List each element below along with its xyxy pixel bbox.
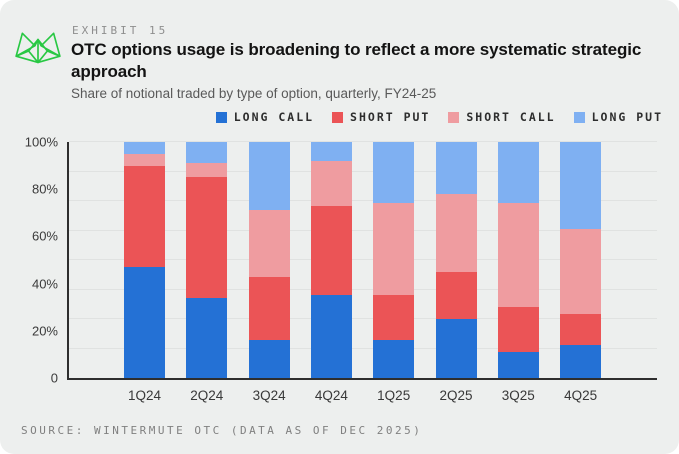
bar-segment-short-call [186, 163, 228, 178]
chart-title: OTC options usage is broadening to refle… [71, 40, 642, 81]
bar-segment-short-put [248, 276, 290, 341]
legend-item: SHORT CALL [448, 110, 555, 124]
bar-1q25: 1Q25 [373, 142, 415, 403]
gridline [69, 200, 657, 201]
x-axis-label: 3Q24 [252, 388, 286, 403]
source-note: SOURCE: WINTERMUTE OTC (DATA AS OF DEC 2… [21, 424, 423, 437]
bar-4q25: 4Q25 [560, 142, 602, 403]
bar-segment-long-call [560, 344, 602, 378]
bar-4q24: 4Q24 [310, 142, 352, 403]
x-axis-label: 1Q25 [377, 388, 411, 403]
gridline [69, 288, 657, 290]
x-axis-label: 4Q25 [564, 388, 598, 403]
bar-segment-long-call [248, 340, 290, 378]
gridline [69, 347, 657, 349]
legend-item: LONG CALL [215, 110, 315, 124]
bar-segment-long-put [124, 142, 165, 154]
bar-segment-short-call [497, 203, 539, 308]
bar-segment-short-call [310, 160, 352, 206]
y-tick-label: 80% [31, 181, 58, 197]
bar-segment-long-call [497, 352, 539, 378]
bar-segment-short-call [248, 210, 290, 277]
gridline [69, 229, 657, 231]
bar-1q24: 1Q24 [124, 142, 165, 403]
legend-label: LONG CALL [233, 110, 315, 124]
bar-segment-long-put [497, 142, 539, 204]
bar-segment-long-put [186, 142, 228, 164]
y-tick-label: 20% [31, 323, 58, 339]
bar-segment-long-put [310, 142, 352, 161]
bar-segment-long-call [186, 297, 228, 378]
y-tick-label: 0 [50, 370, 58, 386]
bar-segment-long-put [560, 142, 602, 230]
bar-segment-short-put [373, 295, 415, 341]
bar-segment-short-put [124, 165, 165, 268]
legend-label: SHORT PUT [350, 110, 431, 124]
bar-segment-short-put [310, 205, 352, 296]
bar-segment-long-call [373, 340, 415, 378]
y-tick-label: 40% [31, 276, 58, 292]
legend-label: LONG PUT [591, 110, 663, 124]
legend-swatch-icon [448, 111, 460, 123]
bar-segment-long-call [435, 319, 477, 378]
x-axis-label: 2Q24 [190, 388, 224, 403]
bar-segment-short-call [560, 229, 602, 315]
x-axis-label: 4Q24 [314, 388, 348, 403]
bar-segment-short-put [560, 314, 602, 345]
x-axis-label: 3Q25 [501, 388, 535, 403]
bar-segment-short-call [124, 153, 165, 166]
bar-2q24: 2Q24 [186, 142, 228, 403]
gridline [69, 141, 657, 142]
legend-swatch-icon [332, 111, 344, 123]
gridline [69, 170, 657, 172]
legend-item: LONG PUT [573, 110, 663, 124]
gridline [69, 318, 657, 319]
bar-segment-short-put [497, 307, 539, 353]
gridline [69, 259, 657, 260]
bar-segment-long-put [373, 142, 415, 204]
legend-swatch-icon [573, 111, 585, 123]
y-tick-label: 60% [31, 228, 58, 244]
bar-segment-short-call [435, 193, 477, 272]
y-tick-label: 100% [24, 134, 58, 150]
bar-segment-long-put [248, 142, 290, 211]
legend-swatch-icon [215, 111, 227, 123]
legend-item: SHORT PUT [332, 110, 430, 124]
chart-legend: LONG CALL SHORT PUT SHORT CALL LONG PUT [215, 110, 663, 124]
bar-3q25: 3Q25 [497, 142, 539, 403]
bar-segment-short-call [373, 203, 415, 296]
legend-label: SHORT CALL [466, 110, 556, 124]
wintermute-logo-icon [13, 28, 63, 74]
chart-subtitle: Share of notional traded by type of opti… [71, 86, 437, 101]
bar-segment-long-call [124, 267, 165, 378]
bar-segment-long-put [435, 142, 477, 194]
x-axis-label: 1Q24 [127, 388, 162, 403]
bar-segment-short-put [435, 271, 477, 319]
bar-2q25: 2Q25 [435, 142, 477, 403]
x-axis-label: 2Q25 [439, 388, 473, 403]
bar-segment-long-call [310, 295, 352, 378]
exhibit-label: EXHIBIT 15 [72, 24, 169, 37]
bar-segment-short-put [186, 177, 228, 298]
y-axis-ticks: 100% 80% 60% 40% 20% 0 [0, 135, 58, 386]
bar-3q24: 3Q24 [248, 142, 290, 403]
plot-area: 1Q24 2Q24 3Q24 4Q24 1Q25 2Q25 3Q25 4Q25 [67, 141, 657, 403]
